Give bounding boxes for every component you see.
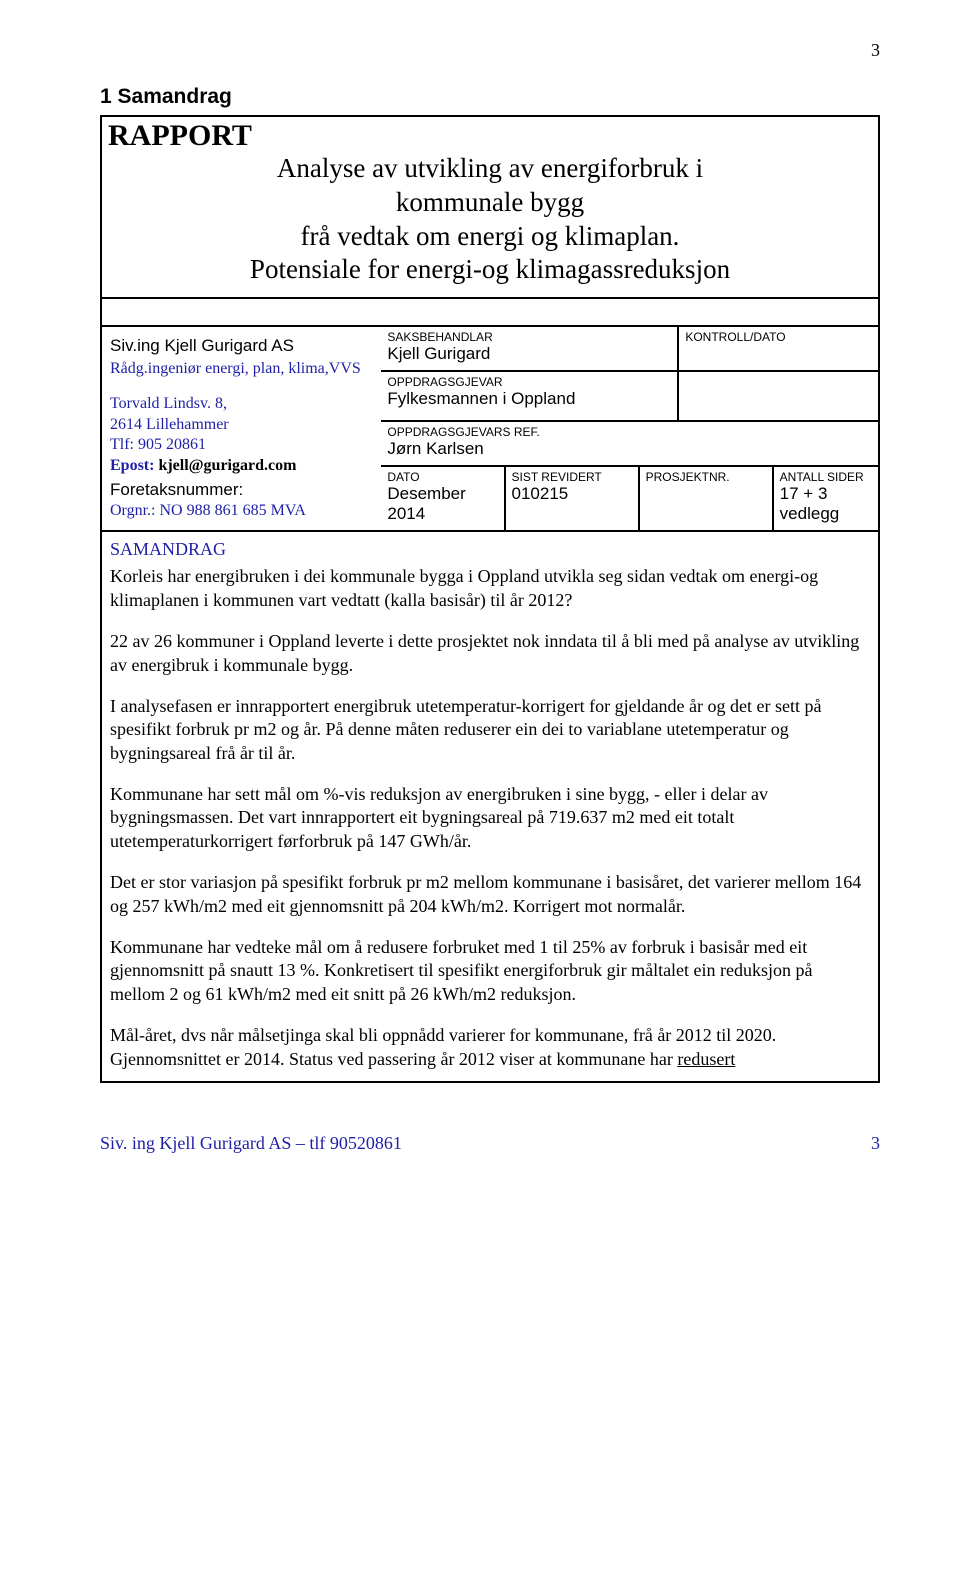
summary-p7-underline: redusert bbox=[677, 1049, 735, 1069]
saksbehandlar-value: Kjell Gurigard bbox=[387, 344, 671, 364]
dato-label: DATO bbox=[387, 470, 497, 484]
sist-revidert-label: SIST REVIDERT bbox=[512, 470, 632, 484]
title-line-1: Analyse av utvikling av energiforbruk i bbox=[277, 153, 703, 183]
footer-left: Siv. ing Kjell Gurigard AS – tlf 9052086… bbox=[100, 1133, 402, 1154]
email-value: kjell@gurigard.com bbox=[158, 457, 296, 474]
page-number-top: 3 bbox=[100, 40, 880, 61]
kontroll-label: KONTROLL/DATO bbox=[685, 330, 872, 344]
title-line-2: kommunale bygg bbox=[396, 187, 584, 217]
summary-p6: Kommunane har vedteke mål om å redusere … bbox=[110, 936, 870, 1006]
company-address2: 2614 Lillehammer bbox=[110, 415, 371, 436]
sist-revidert-value: 010215 bbox=[512, 484, 632, 504]
company-name: Siv.ing Kjell Gurigard AS bbox=[110, 335, 371, 357]
summary-p2: 22 av 26 kommuner i Oppland leverte i de… bbox=[110, 630, 870, 677]
summary-p7: Mål-året, dvs når målsetjinga skal bli o… bbox=[110, 1024, 870, 1071]
company-info: Siv.ing Kjell Gurigard AS Rådg.ingeniør … bbox=[102, 327, 381, 530]
oppdragsgjevar-value: Fylkesmannen i Oppland bbox=[387, 389, 671, 409]
summary-section: SAMANDRAG Korleis har energibruken i dei… bbox=[102, 532, 878, 1081]
summary-heading: SAMANDRAG bbox=[110, 538, 870, 561]
spacer-row bbox=[102, 299, 878, 327]
summary-p1: Korleis har energibruken i dei kommunale… bbox=[110, 565, 870, 612]
summary-p3: I analysefasen er innrapportert energibr… bbox=[110, 695, 870, 765]
title-line-3: frå vedtak om energi og klimaplan. bbox=[301, 221, 680, 251]
oppdragsgjevar-label: OPPDRAGSGJEVAR bbox=[387, 375, 671, 389]
foretak-label: Foretaksnummer: bbox=[110, 479, 371, 501]
saksbehandlar-label: SAKSBEHANDLAR bbox=[387, 330, 671, 344]
report-box: RAPPORT Analyse av utvikling av energifo… bbox=[100, 115, 880, 1083]
antall-sider-value: 17 + 3 vedlegg bbox=[780, 484, 872, 524]
meta-row: Siv.ing Kjell Gurigard AS Rådg.ingeniør … bbox=[102, 327, 878, 532]
footer: Siv. ing Kjell Gurigard AS – tlf 9052086… bbox=[100, 1133, 880, 1154]
company-orgnr: Orgnr.: NO 988 861 685 MVA bbox=[110, 501, 371, 522]
antall-sider-label: ANTALL SIDER bbox=[780, 470, 872, 484]
summary-p4: Kommunane har sett mål om %-vis reduksjo… bbox=[110, 783, 870, 853]
company-email: Epost: kjell@gurigard.com bbox=[110, 456, 371, 477]
prosjektnr-label: PROSJEKTNR. bbox=[646, 470, 766, 484]
report-title-row: RAPPORT Analyse av utvikling av energifo… bbox=[102, 117, 878, 299]
company-address1: Torvald Lindsv. 8, bbox=[110, 394, 371, 415]
dato-value: Desember 2014 bbox=[387, 484, 497, 524]
rapport-label: RAPPORT bbox=[108, 119, 872, 152]
company-phone: Tlf: 905 20861 bbox=[110, 435, 371, 456]
meta-fields: SAKSBEHANDLAR Kjell Gurigard KONTROLL/DA… bbox=[381, 327, 878, 530]
section-heading: 1 Samandrag bbox=[100, 85, 880, 109]
footer-right: 3 bbox=[871, 1133, 880, 1154]
oppdragsgjevars-ref-label: OPPDRAGSGJEVARS REF. bbox=[387, 425, 872, 439]
report-title: Analyse av utvikling av energiforbruk i … bbox=[108, 152, 872, 287]
email-label: Epost: bbox=[110, 457, 158, 474]
company-role: Rådg.ingeniør energi, plan, klima,VVS bbox=[110, 359, 371, 380]
title-line-4: Potensiale for energi-og klimagassreduks… bbox=[250, 254, 730, 284]
summary-p5: Det er stor variasjon på spesifikt forbr… bbox=[110, 871, 870, 918]
oppdragsgjevars-ref-value: Jørn Karlsen bbox=[387, 439, 872, 459]
